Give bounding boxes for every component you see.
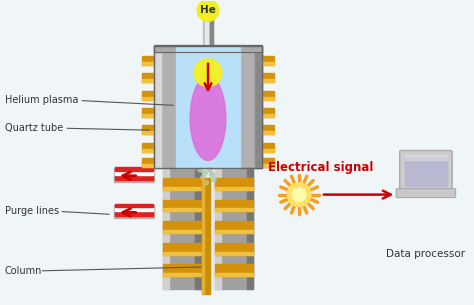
Bar xyxy=(202,178,204,294)
Bar xyxy=(164,221,201,233)
Bar xyxy=(215,168,221,289)
Bar xyxy=(154,46,162,168)
Bar xyxy=(176,46,240,168)
Bar xyxy=(205,15,208,46)
Bar xyxy=(142,158,154,167)
Bar xyxy=(115,171,153,175)
Text: Purge lines: Purge lines xyxy=(5,206,59,217)
Bar xyxy=(115,167,153,171)
Bar xyxy=(142,62,154,65)
Bar xyxy=(215,187,253,190)
Bar xyxy=(263,164,274,167)
Bar xyxy=(263,79,274,82)
Bar xyxy=(215,230,253,233)
Bar xyxy=(215,168,253,289)
Bar xyxy=(142,73,154,82)
Bar xyxy=(263,62,274,65)
Ellipse shape xyxy=(194,59,222,87)
Bar xyxy=(164,273,201,276)
Text: Data processor: Data processor xyxy=(386,249,465,259)
Bar xyxy=(215,221,253,233)
Bar xyxy=(115,175,153,180)
Bar xyxy=(255,46,263,168)
Bar xyxy=(154,45,263,52)
Bar xyxy=(115,203,153,207)
Text: Electrical signal: Electrical signal xyxy=(268,161,374,174)
Bar xyxy=(164,264,201,276)
Bar xyxy=(114,168,154,182)
Bar xyxy=(405,155,447,160)
Bar xyxy=(263,131,274,134)
Circle shape xyxy=(197,0,219,21)
Bar xyxy=(164,178,201,190)
Bar xyxy=(203,15,213,46)
Bar xyxy=(215,273,253,276)
Bar xyxy=(142,125,154,134)
Bar xyxy=(215,178,253,190)
Bar xyxy=(215,252,253,255)
Bar xyxy=(164,199,201,211)
Bar xyxy=(405,158,447,186)
Bar xyxy=(164,168,201,289)
Bar xyxy=(164,208,201,211)
Bar xyxy=(202,178,210,294)
Bar xyxy=(115,211,153,216)
Bar xyxy=(142,97,154,99)
Bar xyxy=(142,91,154,99)
Bar xyxy=(201,168,215,289)
Bar xyxy=(142,131,154,134)
Bar xyxy=(164,168,169,289)
Text: Quartz tube: Quartz tube xyxy=(5,123,63,133)
Circle shape xyxy=(198,168,202,172)
Bar xyxy=(263,158,274,167)
Bar xyxy=(142,114,154,117)
Bar xyxy=(210,15,213,46)
Bar xyxy=(263,73,274,82)
Bar xyxy=(263,143,274,152)
Bar xyxy=(246,168,253,289)
Bar xyxy=(263,97,274,99)
Circle shape xyxy=(292,188,306,202)
Bar xyxy=(154,45,263,52)
Bar xyxy=(142,56,154,65)
Bar xyxy=(142,108,154,117)
FancyBboxPatch shape xyxy=(396,189,456,198)
Circle shape xyxy=(210,173,214,177)
Bar xyxy=(142,143,154,152)
Bar xyxy=(263,56,274,65)
Bar xyxy=(154,46,263,168)
Bar xyxy=(263,108,274,117)
Bar xyxy=(263,114,274,117)
Text: Column: Column xyxy=(5,266,42,276)
Text: Helium plasma: Helium plasma xyxy=(5,95,78,106)
Bar xyxy=(164,243,201,255)
Bar xyxy=(215,199,253,211)
Bar xyxy=(142,79,154,82)
Circle shape xyxy=(203,170,207,175)
Bar xyxy=(215,208,253,211)
Bar xyxy=(164,252,201,255)
Circle shape xyxy=(204,181,208,185)
Bar xyxy=(154,46,263,168)
Circle shape xyxy=(208,168,212,172)
Bar xyxy=(142,164,154,167)
Bar xyxy=(195,168,201,289)
Circle shape xyxy=(287,183,311,206)
Bar xyxy=(263,91,274,99)
Bar xyxy=(215,243,253,255)
FancyBboxPatch shape xyxy=(400,151,452,191)
Bar xyxy=(164,230,201,233)
Bar xyxy=(114,204,154,218)
Text: He: He xyxy=(200,5,216,15)
Bar xyxy=(263,149,274,152)
Bar xyxy=(142,149,154,152)
Bar xyxy=(115,207,153,211)
Bar xyxy=(164,187,201,190)
Circle shape xyxy=(201,176,205,180)
Bar xyxy=(263,125,274,134)
Bar xyxy=(215,264,253,276)
Circle shape xyxy=(212,178,216,182)
Ellipse shape xyxy=(190,76,226,160)
